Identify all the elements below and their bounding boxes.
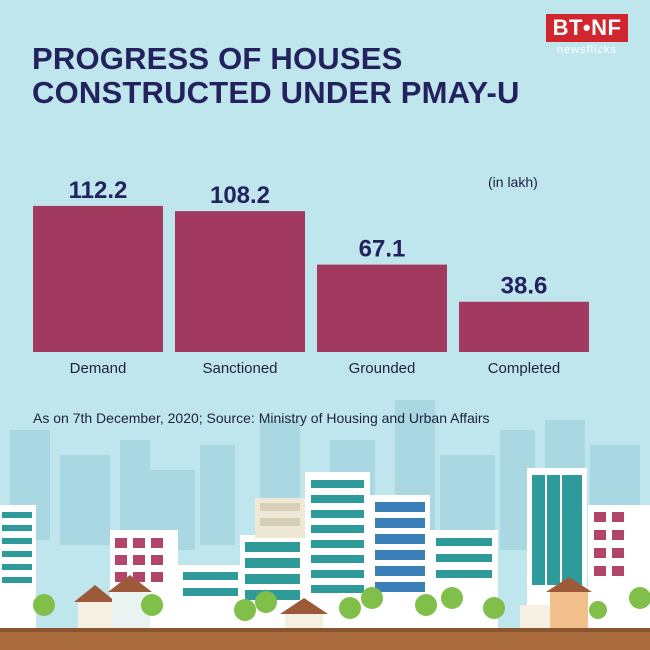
bar-value-label: 67.1 — [359, 236, 406, 263]
bar-demand — [33, 205, 163, 352]
bar-value-label: 38.6 — [501, 273, 548, 300]
category-label: Grounded — [349, 360, 416, 377]
page-title: PROGRESS OF HOUSES CONSTRUCTED UNDER PMA… — [32, 42, 520, 110]
unit-note: (in lakh) — [488, 174, 538, 190]
category-label: Sanctioned — [202, 360, 277, 377]
logo-badge: BT•NF — [546, 14, 628, 42]
bar-completed — [459, 301, 589, 352]
bar-sanctioned — [175, 211, 305, 352]
logo-subtext: newsflicks — [556, 44, 618, 56]
category-label: Completed — [488, 360, 561, 377]
logo-main-text: BT•NF — [552, 15, 622, 40]
bar-value-label: 112.2 — [69, 177, 128, 204]
category-label: Demand — [70, 360, 127, 377]
bt-newsflicks-logo: BT•NF newsflicks — [546, 14, 628, 56]
bar-grounded — [317, 264, 447, 352]
title-line-1: PROGRESS OF HOUSES — [32, 41, 403, 76]
title-line-2: CONSTRUCTED UNDER PMAY-U — [32, 75, 520, 110]
bar-value-label: 108.2 — [210, 182, 270, 209]
source-note: As on 7th December, 2020; Source: Minist… — [33, 410, 490, 426]
